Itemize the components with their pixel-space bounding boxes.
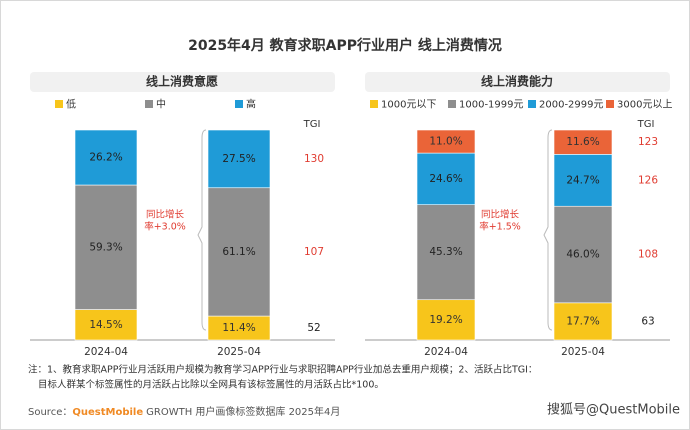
value-label: 11.0% [429, 136, 462, 148]
panel-title: 线上消费意愿 [146, 74, 218, 89]
value-label: 24.7% [566, 174, 599, 186]
value-label: 24.6% [429, 173, 462, 185]
bar-segment [74, 184, 138, 310]
value-label: 14.5% [89, 319, 122, 331]
watermark: 搜狐号@QuestMobile [547, 403, 680, 418]
x-tick-label: 2024-04 [84, 346, 128, 358]
tgi-value: 126 [638, 174, 658, 186]
x-tick-label: 2025-04 [217, 346, 261, 358]
bar-segment [553, 154, 613, 207]
legend-label: 1000-1999元 [459, 100, 524, 111]
bar-segment [416, 152, 476, 205]
bracket [197, 129, 207, 331]
annotation: 同比增长 [481, 209, 520, 221]
source-label: Source： [28, 407, 72, 418]
bar-segment [416, 129, 476, 154]
legend-swatch [606, 100, 614, 108]
bar-segment [207, 129, 271, 189]
panel-header-bg [365, 72, 670, 92]
x-tick-label: 2024-04 [424, 346, 468, 358]
source-text: GROWTH 用户画像标签数据库 2025年4月 [146, 405, 340, 418]
value-label: 61.1% [222, 246, 255, 258]
x-tick-label: 2025-04 [561, 346, 605, 358]
page-title: 2025年4月 教育求职APP行业用户 线上消费情况 [188, 37, 502, 54]
legend-swatch [370, 100, 378, 108]
bar-segment [416, 204, 476, 301]
value-label: 27.5% [222, 153, 255, 165]
source-brand: QuestMobile [72, 407, 143, 418]
legend-label: 中 [156, 98, 166, 111]
annotation: 率+1.5% [479, 221, 521, 233]
legend-label: 1000元以下 [381, 100, 436, 111]
note: 注：1、教育求职APP行业月活跃用户规模为教育学习APP行业与求职招聘APP行业… [28, 364, 537, 376]
value-label: 11.6% [566, 136, 599, 148]
tgi-value: 123 [638, 136, 658, 148]
annotation: 同比增长 [146, 209, 185, 221]
panel-header-bg [30, 72, 335, 92]
tgi-value: 108 [638, 249, 658, 261]
legend-swatch [528, 100, 536, 108]
tgi-label: TGI [637, 119, 655, 130]
legend-label: 2000-2999元 [539, 100, 604, 111]
value-label: 11.4% [222, 322, 255, 334]
note: 目标人群某个标签属性的月活跃占比除以全网具有该标签属性的月活跃占比*100。 [38, 379, 384, 391]
value-label: 26.2% [89, 152, 122, 164]
value-label: 45.3% [429, 246, 462, 258]
bar-segment [207, 187, 271, 317]
bar-segment [553, 129, 613, 155]
legend-label: 低 [66, 98, 76, 111]
tgi-value: 130 [304, 153, 324, 165]
legend-swatch [448, 100, 456, 108]
bracket [543, 129, 553, 331]
bar-segment [553, 302, 613, 341]
legend-swatch [235, 100, 243, 108]
bar-segment [74, 129, 138, 186]
value-label: 46.0% [566, 249, 599, 261]
legend-swatch [145, 100, 153, 108]
tgi-label: TGI [303, 119, 321, 130]
bar-segment [553, 205, 613, 304]
value-label: 19.2% [429, 314, 462, 326]
legend-label: 3000元以上 [617, 99, 672, 111]
source: Source：QuestMobile GROWTH 用户画像标签数据库 2025年… [28, 405, 340, 418]
tgi-value: 52 [307, 322, 320, 334]
tgi-value: 63 [641, 315, 654, 327]
panel-title: 线上消费能力 [481, 74, 553, 89]
bar-segment [416, 299, 476, 341]
value-label: 59.3% [89, 241, 122, 253]
tgi-value: 107 [304, 246, 324, 258]
annotation: 率+3.0% [144, 221, 186, 233]
legend-swatch [55, 100, 63, 108]
value-label: 17.7% [566, 315, 599, 327]
legend-label: 高 [246, 98, 256, 111]
